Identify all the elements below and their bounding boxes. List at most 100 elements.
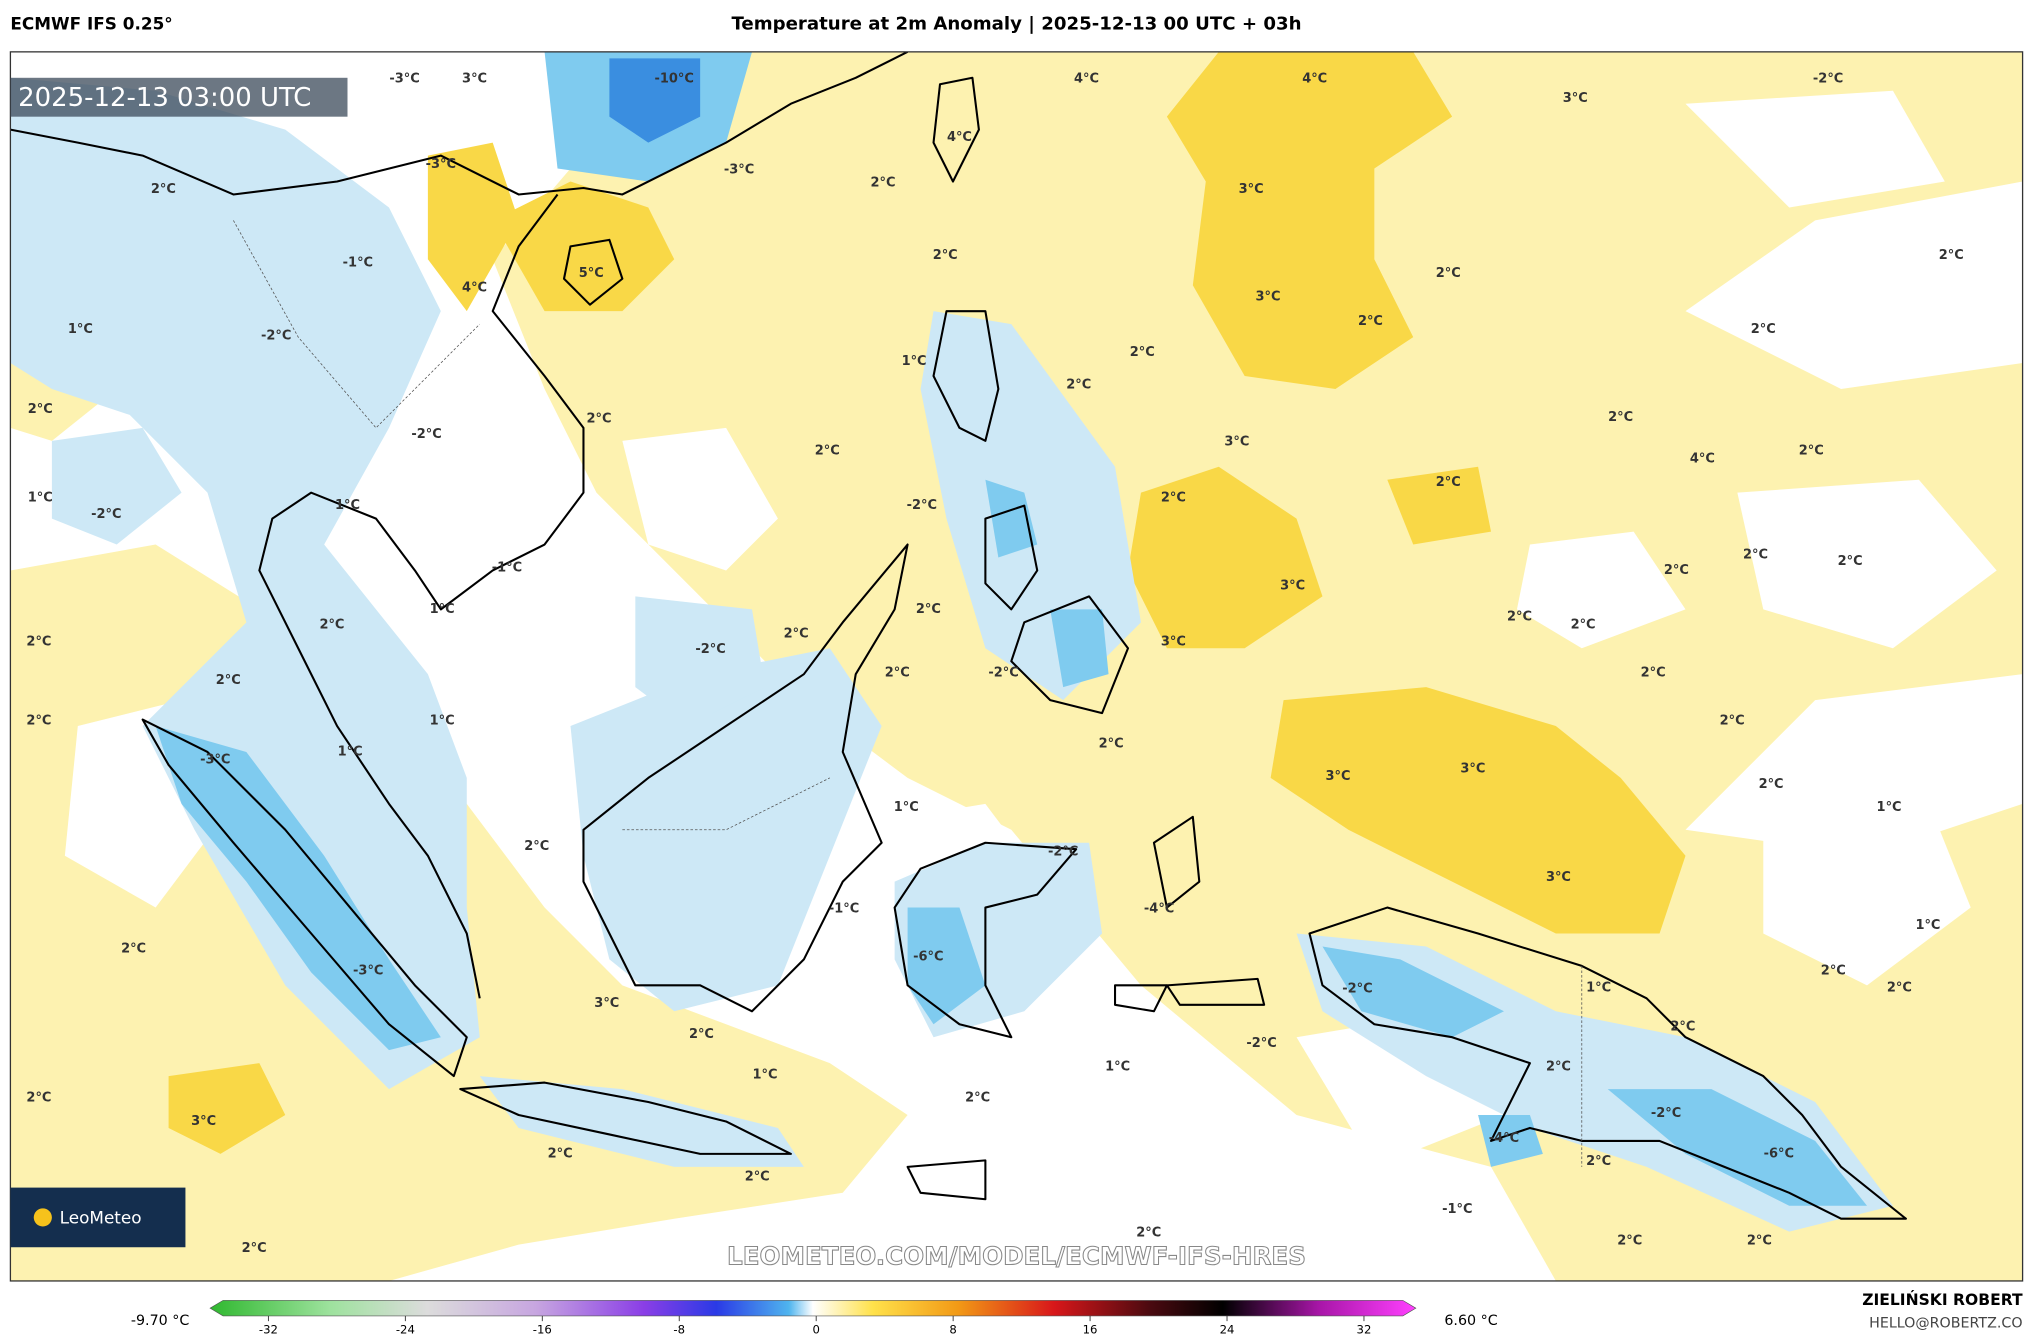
contour-label: -3°C: [426, 157, 456, 172]
contour-label: 2°C: [1436, 475, 1461, 490]
contour-label: 4°C: [1302, 72, 1327, 87]
contour-label: 1°C: [28, 490, 53, 505]
colorbar: [209, 1300, 1417, 1317]
contour-label: 2°C: [1546, 1060, 1571, 1075]
contour-label: 1°C: [1877, 800, 1902, 815]
contour-label: 2°C: [1571, 617, 1596, 632]
contour-label: 2°C: [26, 1091, 51, 1106]
contour-label: 1°C: [1915, 918, 1940, 933]
contour-label: 2°C: [121, 942, 146, 957]
contour-label: 2°C: [28, 402, 53, 417]
contour-label: 2°C: [1608, 410, 1633, 425]
anomaly-neutral: [64, 90, 1997, 1167]
contour-label: 2°C: [689, 1027, 714, 1042]
contour-label: -1°C: [492, 560, 522, 575]
contour-label: -2°C: [261, 328, 291, 343]
contour-label: 2°C: [26, 634, 51, 649]
contour-label: -3°C: [724, 162, 754, 177]
contour-label: 2°C: [1751, 322, 1776, 337]
contour-label: 1°C: [902, 354, 927, 369]
contour-label: 2°C: [1358, 314, 1383, 329]
contour-label: -2°C: [1342, 982, 1372, 997]
colorbar-tick-label: 32: [1357, 1323, 1372, 1337]
contour-label: 1°C: [430, 602, 455, 617]
contour-label: 3°C: [1239, 182, 1264, 197]
contour-label: 2°C: [1161, 490, 1186, 505]
contour-label: -6°C: [1764, 1146, 1794, 1161]
contour-label: -3°C: [200, 752, 230, 767]
contour-label: 2°C: [1838, 554, 1863, 569]
contour-labels: -3°C 3°C -10°C 4°C 4°C 3°C -2°C -3°C -3°C 2°C 2°C 3…: [26, 72, 1963, 1256]
contour-label: 1°C: [1105, 1060, 1130, 1075]
contour-label: 2°C: [1130, 345, 1155, 360]
contour-label: 4°C: [1074, 72, 1099, 87]
author: ZIELIŃSKI ROBERT: [1862, 1290, 2023, 1309]
contour-label: -2°C: [411, 427, 441, 442]
anomaly-warm: [168, 51, 1686, 1154]
contour-label: 3°C: [1256, 289, 1281, 304]
contour-label: 2°C: [885, 665, 910, 680]
contour-label: -4°C: [1144, 901, 1174, 916]
map-title: Temperature at 2m Anomaly | 2025-12-13 0…: [731, 14, 1301, 35]
contour-label: -6°C: [913, 949, 943, 964]
contour-label: 1°C: [68, 322, 93, 337]
contour-label: 2°C: [1066, 378, 1091, 393]
contour-label: -2°C: [907, 498, 937, 513]
contour-label: 2°C: [1099, 737, 1124, 752]
logo-sun: [33, 1208, 52, 1227]
contour-label: -2°C: [1048, 844, 1078, 859]
colorbar-max: 6.60 °C: [1444, 1313, 1497, 1329]
contour-label: 1°C: [338, 744, 363, 759]
contour-label: 3°C: [1224, 435, 1249, 450]
colorbar-tick-label: -16: [533, 1323, 552, 1337]
contour-label: 4°C: [462, 280, 487, 295]
contour-label: 2°C: [1720, 713, 1745, 728]
contour-label: 4°C: [947, 130, 972, 145]
contour-label: -3°C: [353, 964, 383, 979]
contour-label: 2°C: [1747, 1233, 1772, 1248]
contour-label: 3°C: [462, 72, 487, 87]
timestamp: 2025-12-13 03:00 UTC: [18, 83, 311, 113]
contour-label: 2°C: [319, 617, 344, 632]
contour-label: -2°C: [988, 665, 1018, 680]
contour-label: 2°C: [26, 713, 51, 728]
contour-label: 2°C: [870, 175, 895, 190]
contour-label: 2°C: [1670, 1019, 1695, 1034]
contour-label: -1°C: [343, 256, 373, 271]
contour-label: 2°C: [242, 1241, 267, 1256]
contour-label: -10°C: [655, 72, 694, 87]
contour-label: 4°C: [1690, 451, 1715, 466]
contour-label: 5°C: [579, 266, 604, 281]
contour-label: 2°C: [587, 411, 612, 426]
model-label: ECMWF IFS 0.25°: [10, 14, 172, 34]
contour-label: 3°C: [1161, 634, 1186, 649]
anomaly-cold: [609, 58, 701, 143]
colorbar-tick-label: -32: [259, 1323, 278, 1337]
timestamp-box: [10, 77, 348, 117]
contour-label: -2°C: [1813, 72, 1843, 87]
contour-label: -3°C: [389, 72, 419, 87]
colorbar-tick-label: 0: [812, 1323, 819, 1337]
contour-label: 2°C: [548, 1146, 573, 1161]
contour-label: 3°C: [1546, 870, 1571, 885]
contour-label: 2°C: [1887, 980, 1912, 995]
contour-label: 2°C: [1821, 964, 1846, 979]
contour-label: 2°C: [1507, 610, 1532, 625]
email: HELLO@ROBERTZ.CO: [1869, 1316, 2022, 1332]
contour-label: 1°C: [430, 713, 455, 728]
contour-label: 2°C: [1586, 1154, 1611, 1169]
contour-label: -2°C: [1651, 1106, 1681, 1121]
contour-label: -4°C: [1489, 1131, 1519, 1146]
contour-label: 2°C: [1641, 665, 1666, 680]
contour-label: 2°C: [933, 248, 958, 263]
contour-label: 2°C: [965, 1091, 990, 1106]
colorbar-tick-label: 24: [1220, 1323, 1235, 1337]
watermark: LEOMETEO.COM/MODEL/ECMWF-IFS-HRES: [727, 1242, 1306, 1271]
contour-label: 2°C: [151, 182, 176, 197]
contour-label: 2°C: [815, 444, 840, 459]
contour-label: 3°C: [1326, 769, 1351, 784]
contour-label: 2°C: [1664, 563, 1689, 578]
contour-label: -1°C: [1442, 1202, 1472, 1217]
contour-label: -1°C: [829, 901, 859, 916]
